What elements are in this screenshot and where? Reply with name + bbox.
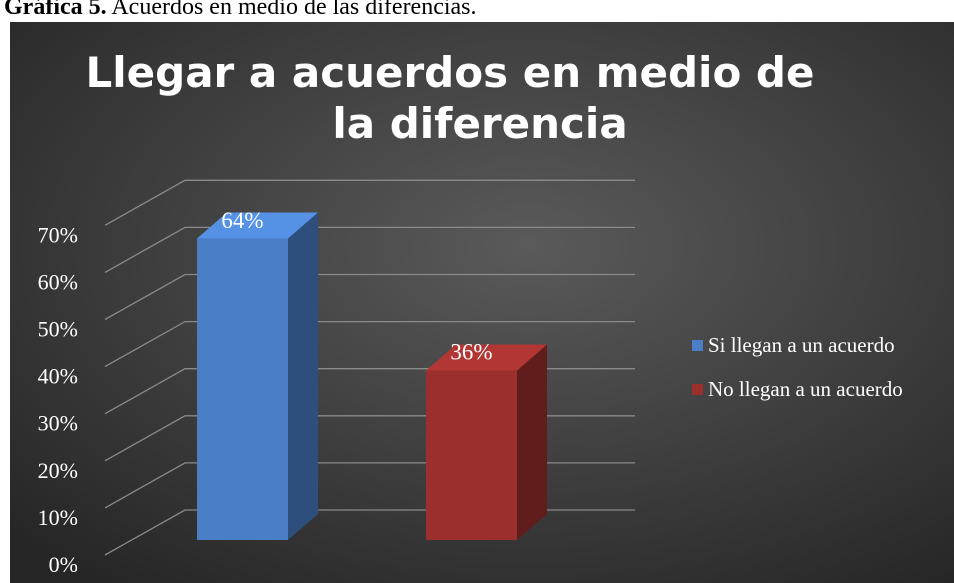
- legend-label: Si llegan a un acuerdo: [708, 333, 895, 357]
- caption: Gráfica 5. Acuerdos en medio de las dife…: [4, 0, 477, 20]
- caption-label: Gráfica 5.: [4, 0, 107, 20]
- caption-text: Acuerdos en medio de las diferencias.: [111, 0, 476, 20]
- bar: [197, 238, 288, 540]
- bar-top: [426, 344, 547, 371]
- grid-line: [104, 320, 635, 368]
- title-line: la diferencia: [332, 99, 627, 148]
- bar-top: [197, 212, 318, 239]
- y-tick-label: 30%: [38, 411, 78, 436]
- bar-side: [288, 212, 318, 540]
- value-label: 36%: [450, 340, 492, 365]
- legend-label: No llegan a un acuerdo: [708, 377, 903, 401]
- legend-swatch: [692, 340, 703, 351]
- grid-line: [104, 226, 635, 273]
- y-tick-label: 50%: [38, 317, 78, 342]
- grid-line: [104, 273, 635, 321]
- y-tick-label: 40%: [38, 364, 78, 389]
- y-tick-label: 20%: [38, 458, 78, 483]
- legend-swatch: [692, 384, 703, 395]
- grid-line: [104, 179, 635, 226]
- y-tick-label: 70%: [38, 222, 78, 247]
- bar-side: [517, 344, 547, 540]
- y-tick-label: 60%: [38, 269, 78, 294]
- y-tick-label: 0%: [49, 552, 78, 577]
- chart-title: Llegar a acuerdos en medio de la diferenc…: [86, 48, 815, 148]
- title-line: Llegar a acuerdos en medio de: [86, 48, 815, 97]
- value-label: 64%: [221, 208, 263, 233]
- bar: [426, 370, 517, 540]
- y-tick-label: 10%: [38, 505, 78, 530]
